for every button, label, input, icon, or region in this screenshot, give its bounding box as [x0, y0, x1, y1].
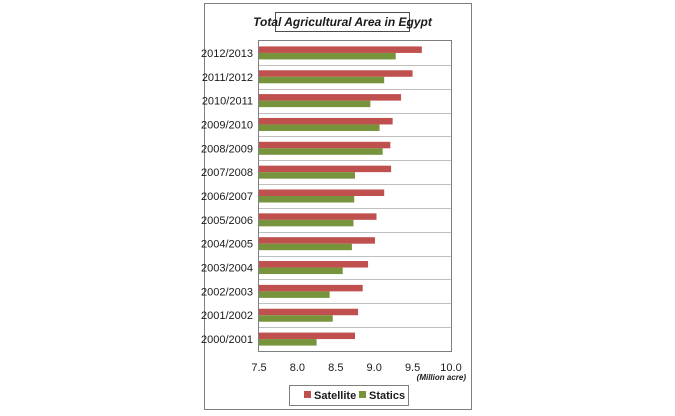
legend-label-satellite: Satellite — [314, 390, 356, 402]
bar-statics-2002-2003 — [259, 291, 330, 298]
bar-statics-2000-2001 — [259, 339, 317, 346]
bar-statics-2001-2002 — [259, 315, 333, 322]
category-label: 2006/2007 — [201, 191, 253, 203]
bar-satellite-2010-2011 — [259, 94, 402, 101]
bar-satellite-2009-2010 — [259, 117, 393, 125]
bar-satellite-2004-2005 — [259, 237, 375, 244]
bar-satellite-2005-2006 — [259, 213, 377, 220]
category-label: 2000/2001 — [201, 334, 253, 346]
bar-satellite-2000-2001 — [259, 332, 355, 340]
grid-lines — [259, 65, 451, 328]
bar-statics-2008-2009 — [259, 148, 383, 155]
bar-statics-2004-2005 — [259, 243, 352, 251]
category-label: 2011/2012 — [202, 72, 253, 84]
bar-statics-2010-2011 — [259, 100, 371, 108]
bar-statics-2011-2012 — [259, 76, 385, 84]
bar-satellite-2012-2013 — [259, 46, 422, 53]
category-label: 2010/2011 — [202, 96, 253, 108]
category-label: 2007/2008 — [201, 167, 253, 179]
x-axis-unit-label: (Million acre) — [417, 373, 467, 382]
bar-statics-2003-2004 — [259, 267, 343, 275]
bar-satellite-2002-2003 — [259, 284, 363, 292]
x-tick-labels: 7.5 8.0 8.5 9.0 9.5 10.0 — [251, 362, 461, 374]
legend-swatch-satellite — [304, 391, 311, 398]
category-label: 2001/2002 — [201, 310, 253, 322]
bar-statics-2005-2006 — [259, 219, 354, 227]
category-labels: 2012/2013 2011/2012 2010/2011 2009/2010 2008… — [201, 48, 253, 346]
bar-satellite-2008-2009 — [259, 141, 391, 149]
legend-box — [289, 385, 409, 406]
x-tick-label: 7.5 — [251, 362, 266, 374]
x-tick-label: 9.5 — [405, 362, 420, 374]
bar-statics-2007-2008 — [259, 172, 355, 179]
category-label: 2003/2004 — [201, 263, 253, 275]
category-label: 2009/2010 — [201, 119, 253, 131]
bar-statics-2009-2010 — [259, 124, 380, 131]
bar-statics-2006-2007 — [259, 196, 355, 203]
bar-satellite-2011-2012 — [259, 70, 413, 77]
x-tick-label: 8.5 — [328, 362, 343, 374]
bar-satellite-2006-2007 — [259, 189, 385, 196]
bar-satellite-2003-2004 — [259, 261, 369, 268]
category-label: 2005/2006 — [201, 215, 253, 227]
title-box — [275, 12, 410, 32]
bar-statics-2012-2013 — [259, 52, 396, 60]
legend-swatch-statics — [359, 391, 366, 398]
category-label: 2002/2003 — [201, 286, 253, 298]
bars — [259, 46, 422, 346]
x-tick-label: 9.0 — [367, 362, 382, 374]
legend-label-statics: Statics — [369, 390, 405, 402]
x-tick-label: 8.0 — [290, 362, 305, 374]
category-label: 2008/2009 — [201, 143, 253, 155]
category-label: 2012/2013 — [201, 48, 253, 60]
chart-title: Total Agricultural Area in Egypt — [253, 15, 433, 29]
bar-satellite-2007-2008 — [259, 165, 392, 173]
x-tick-label: 10.0 — [440, 362, 461, 374]
bar-satellite-2001-2002 — [259, 308, 359, 316]
category-label: 2004/2005 — [201, 239, 253, 251]
